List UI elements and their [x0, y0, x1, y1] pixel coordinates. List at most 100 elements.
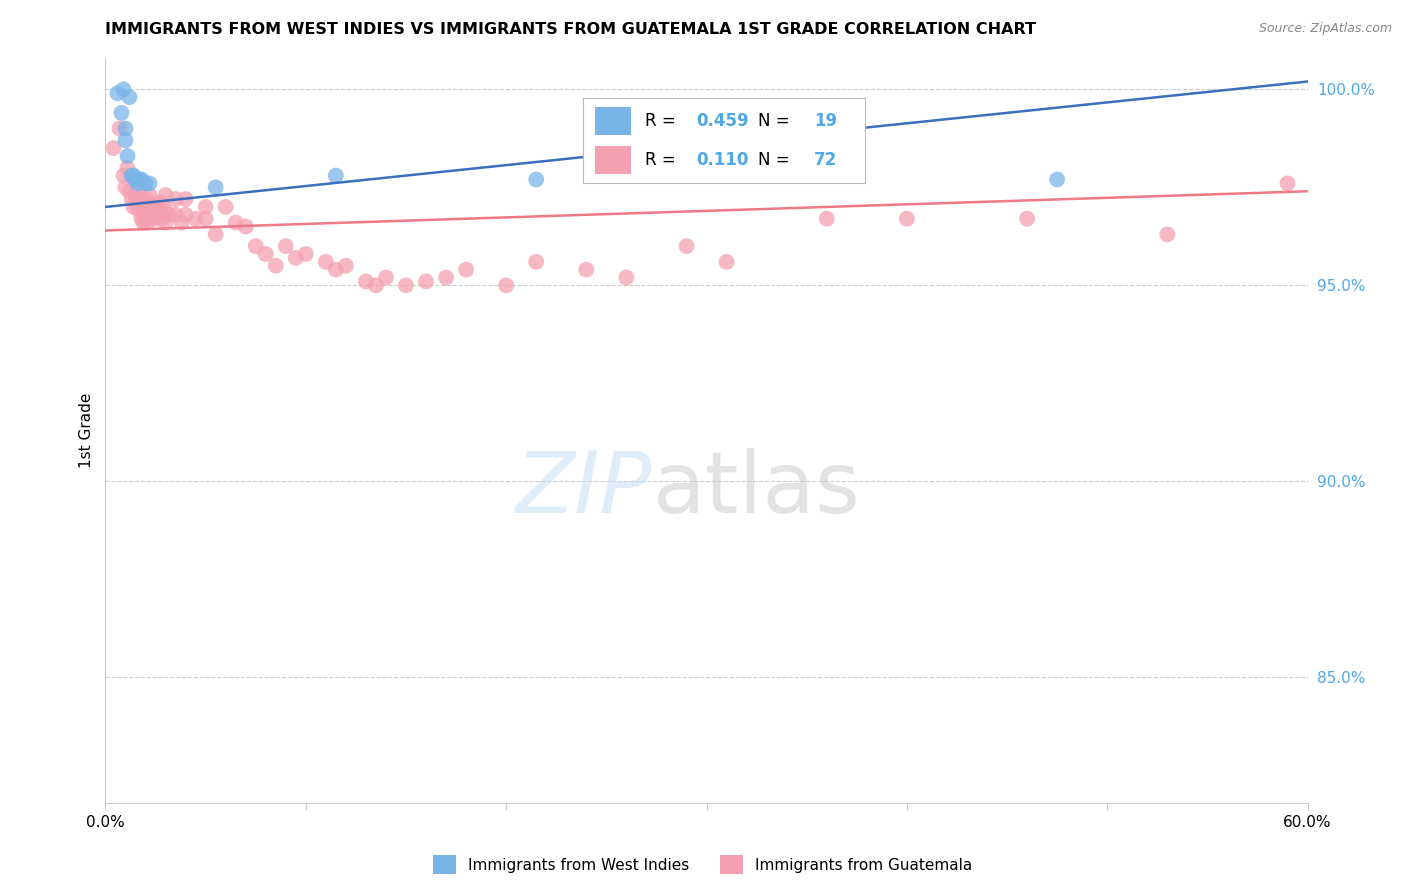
- Point: [675, 239, 697, 253]
- Point: [524, 172, 547, 186]
- Text: N =: N =: [758, 151, 794, 169]
- Text: ZIP: ZIP: [516, 449, 652, 532]
- Point: [145, 211, 167, 226]
- Point: [165, 192, 187, 206]
- Point: [150, 196, 173, 211]
- Point: [616, 270, 638, 285]
- Legend: Immigrants from West Indies, Immigrants from Guatemala: Immigrants from West Indies, Immigrants …: [427, 849, 979, 880]
- Point: [136, 200, 159, 214]
- Text: 0.110: 0.110: [696, 151, 748, 169]
- Point: [132, 200, 155, 214]
- Point: [114, 121, 136, 136]
- Text: 0.459: 0.459: [696, 112, 748, 130]
- Point: [112, 82, 135, 96]
- Point: [127, 177, 149, 191]
- Point: [1277, 177, 1299, 191]
- Point: [245, 239, 267, 253]
- Point: [146, 200, 169, 214]
- Point: [121, 192, 143, 206]
- Point: [135, 192, 157, 206]
- Point: [124, 188, 146, 202]
- Point: [354, 275, 377, 289]
- Bar: [595, 146, 631, 174]
- Point: [184, 211, 207, 226]
- Point: [127, 200, 149, 214]
- Point: [315, 255, 337, 269]
- Point: [214, 200, 236, 214]
- Point: [204, 180, 226, 194]
- Point: [128, 184, 150, 198]
- Text: 72: 72: [814, 151, 838, 169]
- Point: [142, 208, 165, 222]
- Point: [1017, 211, 1039, 226]
- Point: [284, 251, 307, 265]
- Point: [174, 208, 197, 222]
- Point: [107, 87, 129, 101]
- Point: [138, 188, 160, 202]
- Point: [136, 216, 159, 230]
- Point: [110, 106, 132, 120]
- Point: [274, 239, 297, 253]
- Point: [112, 169, 135, 183]
- Point: [117, 161, 139, 175]
- Point: [131, 192, 153, 206]
- Point: [122, 169, 145, 183]
- Point: [815, 211, 838, 226]
- Point: [395, 278, 418, 293]
- Point: [103, 141, 125, 155]
- Y-axis label: 1st Grade: 1st Grade: [79, 392, 94, 468]
- Point: [896, 211, 918, 226]
- Point: [1156, 227, 1178, 242]
- Point: [204, 227, 226, 242]
- Point: [138, 177, 160, 191]
- Point: [131, 211, 153, 226]
- Point: [114, 133, 136, 147]
- Point: [1046, 172, 1069, 186]
- Point: [524, 255, 547, 269]
- Point: [295, 247, 318, 261]
- Point: [135, 208, 157, 222]
- Point: [128, 203, 150, 218]
- Point: [254, 247, 277, 261]
- Point: [155, 188, 177, 202]
- Point: [415, 275, 437, 289]
- Point: [159, 208, 181, 222]
- Point: [165, 208, 187, 222]
- Point: [325, 262, 347, 277]
- Point: [141, 200, 163, 214]
- Point: [118, 90, 141, 104]
- Point: [716, 255, 738, 269]
- Point: [225, 216, 247, 230]
- Bar: [595, 107, 631, 135]
- Point: [135, 177, 157, 191]
- Point: [434, 270, 457, 285]
- Text: N =: N =: [758, 112, 794, 130]
- Point: [132, 216, 155, 230]
- Point: [194, 211, 217, 226]
- Point: [374, 270, 398, 285]
- Text: 19: 19: [814, 112, 837, 130]
- Point: [155, 216, 177, 230]
- Point: [174, 192, 197, 206]
- Point: [325, 169, 347, 183]
- Point: [117, 149, 139, 163]
- Point: [124, 172, 146, 186]
- Point: [155, 203, 177, 218]
- Point: [264, 259, 287, 273]
- Point: [131, 172, 153, 186]
- Text: R =: R =: [645, 151, 686, 169]
- Point: [118, 184, 141, 198]
- Point: [235, 219, 257, 234]
- Point: [148, 208, 170, 222]
- Point: [138, 208, 160, 222]
- Point: [145, 196, 167, 211]
- Point: [364, 278, 387, 293]
- Point: [454, 262, 477, 277]
- Text: IMMIGRANTS FROM WEST INDIES VS IMMIGRANTS FROM GUATEMALA 1ST GRADE CORRELATION C: IMMIGRANTS FROM WEST INDIES VS IMMIGRANT…: [105, 22, 1036, 37]
- Point: [575, 262, 598, 277]
- Text: atlas: atlas: [652, 449, 860, 532]
- Point: [114, 180, 136, 194]
- Point: [194, 200, 217, 214]
- Point: [170, 216, 193, 230]
- Point: [150, 211, 173, 226]
